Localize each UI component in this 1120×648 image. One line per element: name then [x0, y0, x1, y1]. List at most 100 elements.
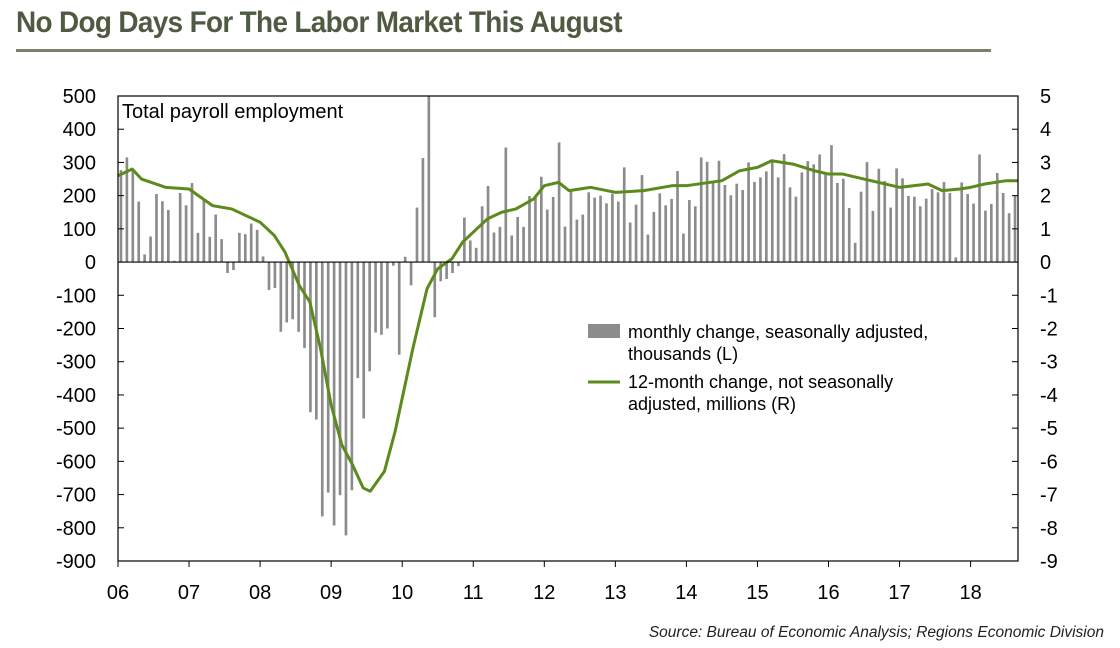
bar-monthly-change — [374, 262, 377, 333]
bar-monthly-change — [628, 222, 632, 263]
left-tick-label: -200 — [56, 319, 96, 341]
bar-monthly-change — [889, 207, 892, 263]
bar-monthly-change — [587, 192, 591, 263]
bar-monthly-change — [1007, 213, 1011, 263]
source-note: Source: Bureau of Economic Analysis; Reg… — [648, 624, 1104, 641]
bar-monthly-change — [735, 183, 739, 263]
bar-monthly-change — [753, 182, 756, 263]
bar-monthly-change — [433, 262, 437, 318]
bar-monthly-change — [901, 178, 904, 263]
page-title: No Dog Days For The Labor Market This Au… — [16, 6, 623, 39]
bar-monthly-change — [291, 262, 294, 320]
bar-monthly-change — [942, 182, 946, 263]
legend: monthly change, seasonally adjusted, tho… — [588, 322, 928, 414]
bar-monthly-change — [492, 232, 496, 263]
right-tick-label: -7 — [1040, 485, 1058, 507]
bar-monthly-change — [682, 233, 685, 263]
bar-monthly-change — [794, 196, 798, 263]
left-tick-label: -300 — [56, 352, 96, 374]
bar-monthly-change — [279, 262, 283, 332]
bar-monthly-change — [883, 181, 887, 263]
bar-monthly-change — [315, 262, 318, 420]
bar-monthly-change — [184, 205, 188, 263]
bar-monthly-change — [409, 262, 413, 286]
bar-monthly-change — [125, 157, 129, 263]
bar-monthly-change — [705, 161, 709, 263]
bar-monthly-change — [605, 203, 608, 263]
bar-monthly-change — [676, 171, 679, 263]
bar-monthly-change — [285, 262, 289, 323]
bar-monthly-change — [309, 262, 312, 413]
bar-monthly-change — [196, 232, 200, 263]
bar-monthly-change — [581, 214, 585, 263]
bar-monthly-change — [830, 145, 833, 263]
bar-monthly-change — [593, 197, 596, 263]
bar-monthly-change — [569, 190, 573, 263]
bar-monthly-change — [836, 183, 839, 263]
bar-monthly-change — [208, 236, 212, 263]
bar-monthly-change — [534, 197, 537, 263]
bar-monthly-change — [640, 175, 644, 263]
bar-monthly-change — [599, 195, 602, 263]
bar-monthly-change — [765, 171, 768, 263]
legend-line-label-line1: 12-month change, not seasonally — [628, 372, 893, 392]
x-tick-label: 10 — [391, 582, 413, 604]
bar-monthly-change — [984, 210, 987, 263]
bar-monthly-change — [255, 229, 259, 263]
bar-monthly-change — [232, 262, 235, 271]
bar-monthly-change — [161, 201, 164, 263]
bar-monthly-change — [273, 262, 277, 288]
right-tick-label: -4 — [1040, 385, 1058, 407]
bar-monthly-change — [427, 96, 431, 263]
bar-monthly-change — [717, 160, 721, 263]
bar-monthly-change — [877, 168, 881, 263]
bar-monthly-change — [220, 239, 223, 263]
bar-monthly-change — [172, 260, 176, 263]
right-tick-label: 2 — [1040, 186, 1051, 208]
left-tick-label: -600 — [56, 451, 96, 473]
bar-monthly-change — [480, 206, 484, 263]
bar-monthly-change — [847, 207, 851, 263]
bar-monthly-change — [386, 262, 389, 329]
bar-monthly-change — [155, 193, 158, 263]
left-tick-label: -900 — [56, 551, 96, 573]
bar-monthly-change — [297, 262, 300, 332]
bar-monthly-change — [907, 195, 910, 263]
left-tick-label: 100 — [63, 219, 96, 241]
bar-monthly-change — [391, 262, 395, 266]
bar-monthly-change — [859, 191, 863, 263]
bar-monthly-change — [320, 262, 324, 517]
bar-monthly-change — [930, 189, 934, 263]
right-tick-label: 5 — [1040, 86, 1051, 108]
bar-monthly-change — [646, 234, 650, 263]
bar-monthly-change — [338, 262, 342, 496]
left-tick-label: -400 — [56, 385, 96, 407]
bar-monthly-change — [362, 262, 366, 419]
bar-monthly-change — [356, 262, 360, 378]
x-tick-label: 14 — [675, 582, 697, 604]
bar-monthly-change — [326, 262, 330, 493]
x-tick-label: 09 — [320, 582, 342, 604]
bar-monthly-change — [770, 159, 774, 263]
bar-monthly-change — [741, 190, 744, 263]
bar-monthly-change — [948, 192, 952, 263]
left-tick-label: 500 — [63, 86, 96, 108]
right-tick-label: -2 — [1040, 319, 1058, 341]
left-tick-label: -500 — [56, 418, 96, 440]
bar-monthly-change — [131, 169, 135, 263]
bar-monthly-change — [504, 147, 508, 263]
bar-monthly-change — [238, 232, 241, 263]
bar-monthly-change — [918, 206, 922, 263]
x-tick-label: 13 — [604, 582, 626, 604]
bar-monthly-change — [214, 214, 218, 263]
legend-bar-label-line2: thousands (L) — [628, 344, 738, 364]
bar-monthly-change — [616, 201, 620, 263]
bar-monthly-change — [812, 164, 816, 263]
bar-monthly-change — [966, 193, 969, 263]
right-tick-label: -9 — [1040, 551, 1058, 573]
monthly-change-bars — [119, 96, 1017, 536]
bar-monthly-change — [723, 185, 727, 263]
x-tick-label: 06 — [107, 582, 129, 604]
bar-monthly-change — [350, 262, 354, 491]
